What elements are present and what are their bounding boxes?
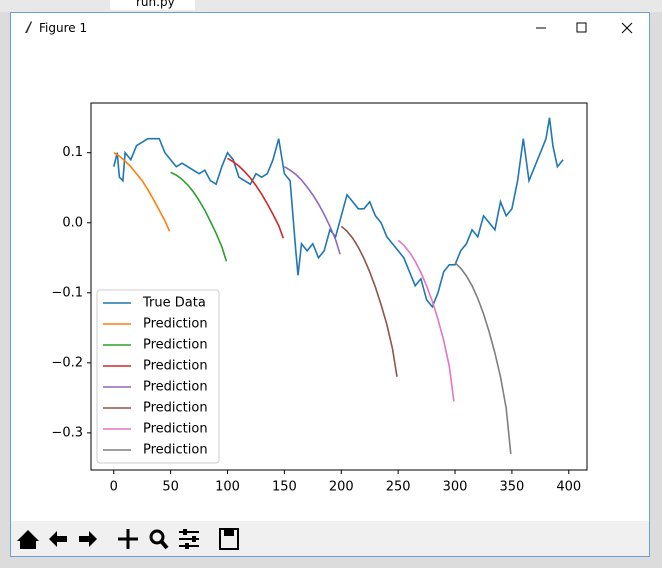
zoom-button[interactable] <box>149 529 169 550</box>
series-line <box>283 166 341 255</box>
home-button[interactable] <box>17 530 39 549</box>
figure-window: Figure 1 0 50 100 150 200 250 300 350 400 0.1 0.0 −… <box>10 12 650 557</box>
x-tick-label: 350 <box>500 480 525 495</box>
x-tick-label: 200 <box>329 480 354 495</box>
series-line <box>113 152 171 232</box>
legend-label: Prediction <box>143 359 208 374</box>
x-tick-label: 150 <box>272 480 297 495</box>
close-button[interactable] <box>621 22 633 34</box>
series-line <box>397 239 455 402</box>
x-tick-label: 400 <box>556 480 581 495</box>
legend-box <box>96 289 220 464</box>
y-tick-label: −0.1 <box>51 285 83 300</box>
title-bar: Figure 1 <box>11 13 649 43</box>
legend-label: Prediction <box>143 422 208 437</box>
back-button[interactable] <box>49 531 67 547</box>
legend-label: Prediction <box>143 338 208 353</box>
y-tick-label: −0.2 <box>51 355 83 370</box>
y-tick-label: 0.1 <box>62 145 83 160</box>
tab-strip: run.py <box>0 0 662 12</box>
legend-label: Prediction <box>143 443 208 458</box>
title-icons <box>25 21 633 34</box>
series-line <box>340 225 398 377</box>
series-line <box>227 157 285 239</box>
editor-tab[interactable]: run.py <box>110 0 195 10</box>
legend-label: Prediction <box>143 317 208 332</box>
maximize-button[interactable] <box>576 22 587 33</box>
save-button[interactable] <box>219 528 239 550</box>
x-tick-label: 0 <box>110 480 118 495</box>
legend-label: Prediction <box>143 401 208 416</box>
series-line <box>170 171 228 262</box>
series-line <box>454 262 512 454</box>
y-tick-label: 0.0 <box>62 215 83 230</box>
legend-label: Prediction <box>143 380 208 395</box>
forward-button[interactable] <box>79 531 97 547</box>
x-tick-label: 50 <box>162 480 179 495</box>
x-tick-label: 250 <box>386 480 411 495</box>
chart: 0 50 100 150 200 250 300 350 400 0.1 0.0 −0.1 −0.2 −0… <box>51 102 588 495</box>
legend-label: True Data <box>142 296 206 311</box>
configure-button[interactable] <box>179 529 199 549</box>
toolbar-icons <box>17 528 239 550</box>
window-title: Figure 1 <box>39 21 88 35</box>
x-tick-label: 300 <box>443 480 468 495</box>
y-tick-label: −0.3 <box>51 425 83 440</box>
x-tick-label: 100 <box>215 480 240 495</box>
app-icon <box>25 21 32 33</box>
toolbar <box>11 521 649 556</box>
pan-button[interactable] <box>118 529 138 549</box>
